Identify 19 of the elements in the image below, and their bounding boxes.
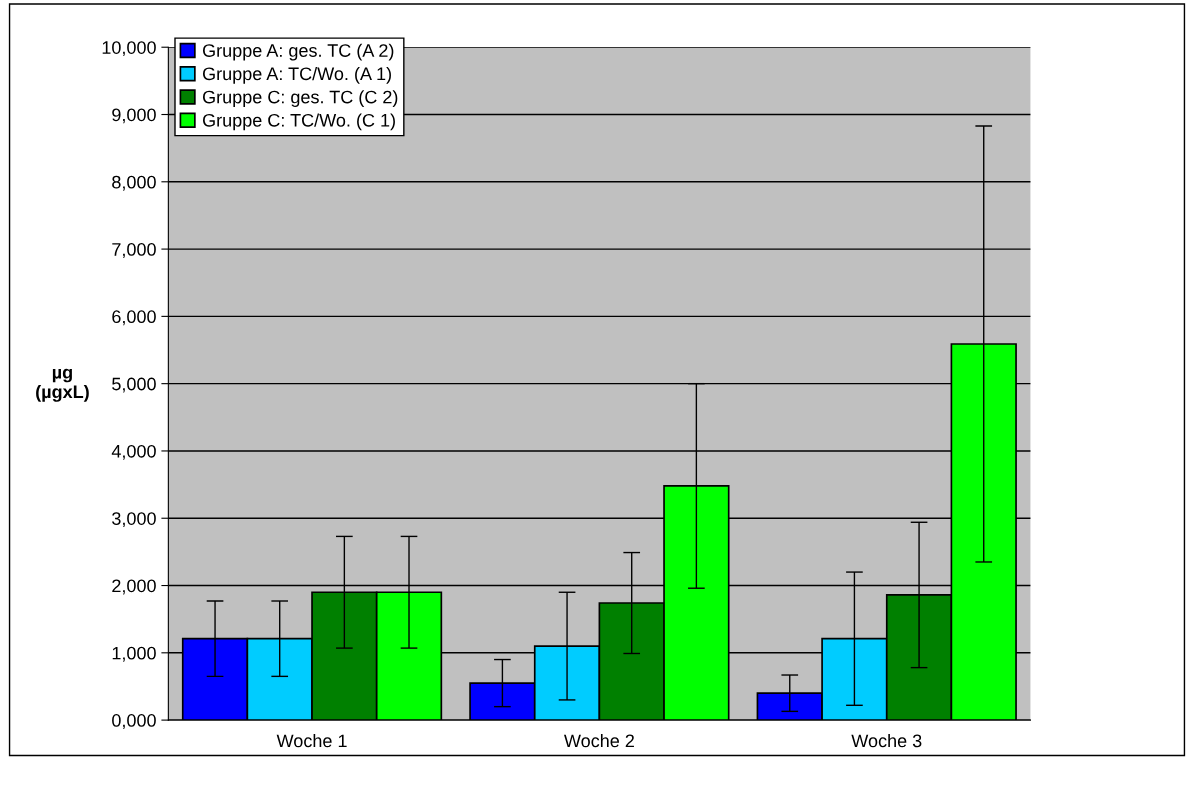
legend-label: Gruppe C: TC/Wo. (C 1) xyxy=(202,113,395,131)
y-tick-label: 3,000 xyxy=(112,512,156,528)
y-tick-label: 0,000 xyxy=(112,714,156,729)
y-tick-label: 4,000 xyxy=(111,444,156,460)
y-tick-label: 8,000 xyxy=(112,175,156,191)
legend-label: Gruppe C: ges. TC (C 2) xyxy=(202,90,398,107)
x-tick-label: Woche 2 xyxy=(564,733,634,748)
y-tick-label: 2,000 xyxy=(112,579,156,595)
x-tick-label: Woche 1 xyxy=(276,733,347,748)
x-tick-label: Woche 3 xyxy=(851,733,922,748)
legend-label: Gruppe A: ges. TC (A 2) xyxy=(202,43,394,61)
y-tick-label: 7,000 xyxy=(112,243,156,258)
y-tick-label: 10,000 xyxy=(102,41,156,57)
legend-label: Gruppe A: TC/Wo. (A 1) xyxy=(202,66,391,84)
y-tick-label: 9,000 xyxy=(112,108,156,124)
y-axis-title: µg (µgxL) xyxy=(36,368,89,402)
y-tick-label: 1,000 xyxy=(112,646,156,662)
y-tick-label: 6,000 xyxy=(112,310,156,326)
y-tick-label: 5,000 xyxy=(112,377,156,393)
